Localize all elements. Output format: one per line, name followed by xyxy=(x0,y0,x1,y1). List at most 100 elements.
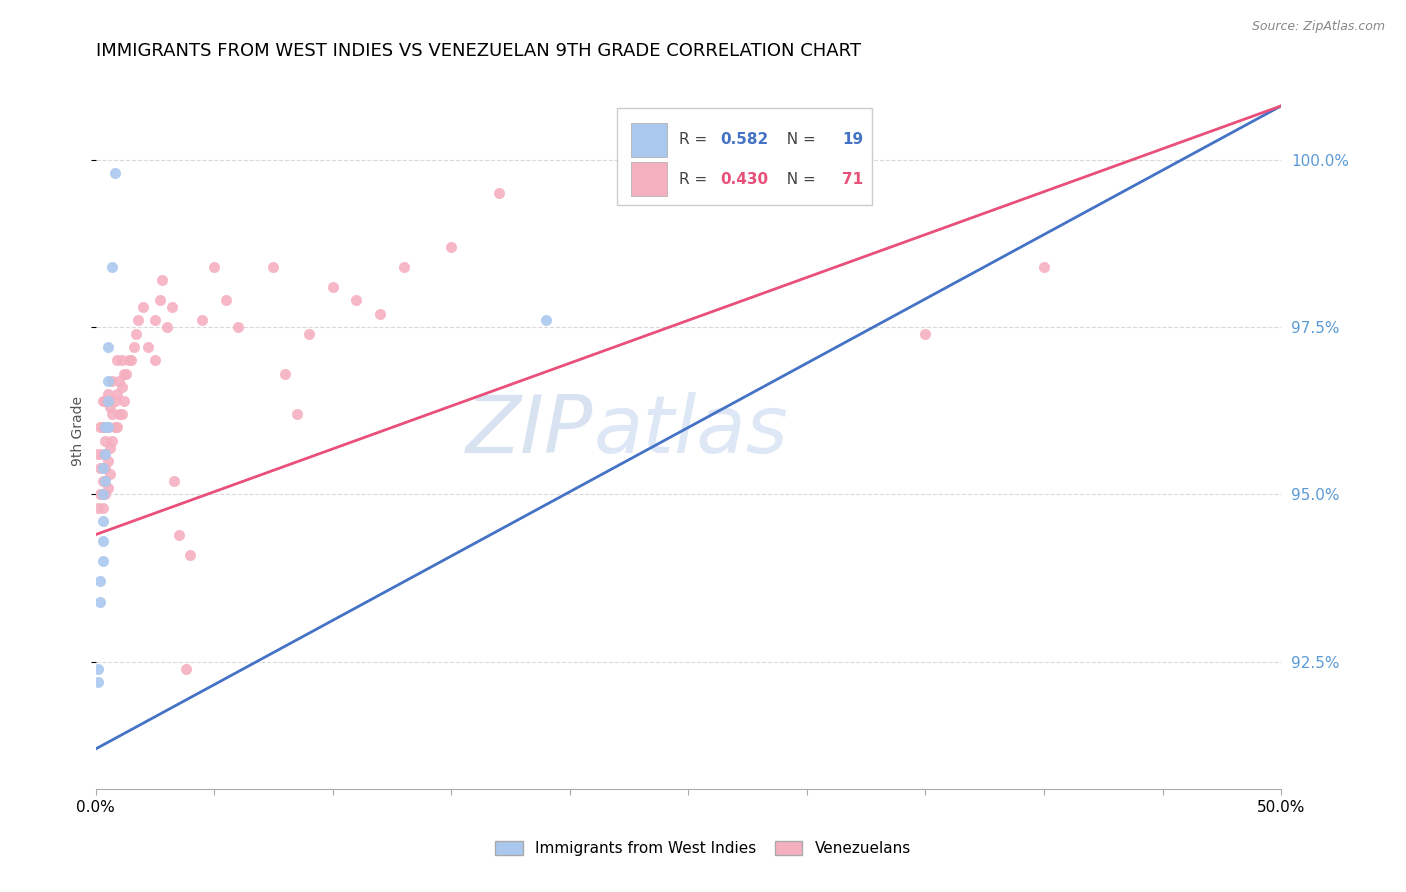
Point xyxy=(105,420,128,434)
Point xyxy=(108,407,131,421)
Text: 71: 71 xyxy=(842,172,863,186)
Point xyxy=(120,353,142,368)
Point xyxy=(346,293,368,308)
Point xyxy=(112,393,135,408)
Point xyxy=(89,487,111,501)
Point xyxy=(96,481,118,495)
Text: R =: R = xyxy=(679,172,711,186)
Point xyxy=(127,313,149,327)
Text: 0.430: 0.430 xyxy=(720,172,769,186)
Point xyxy=(136,340,159,354)
Point xyxy=(101,374,124,388)
Bar xyxy=(617,108,872,205)
Text: R =: R = xyxy=(679,132,711,147)
Point xyxy=(96,340,118,354)
Point xyxy=(122,340,145,354)
Text: 19: 19 xyxy=(842,132,863,147)
Point xyxy=(104,420,127,434)
Point xyxy=(322,279,344,293)
Point xyxy=(108,374,131,388)
Point xyxy=(94,420,117,434)
Point xyxy=(89,594,111,608)
Point xyxy=(89,574,111,589)
Point xyxy=(94,460,117,475)
Text: N =: N = xyxy=(778,172,821,186)
Point xyxy=(91,534,114,549)
Point xyxy=(115,367,138,381)
Point xyxy=(91,514,114,528)
Point xyxy=(179,548,201,562)
Point xyxy=(101,434,124,448)
Point xyxy=(87,447,110,461)
Point xyxy=(118,353,141,368)
Point xyxy=(163,474,186,488)
Point xyxy=(94,393,117,408)
Legend: Immigrants from West Indies, Venezuelans: Immigrants from West Indies, Venezuelans xyxy=(489,835,917,862)
Point xyxy=(143,313,166,327)
Point xyxy=(156,320,179,334)
Point xyxy=(87,500,110,515)
Point xyxy=(1033,260,1056,274)
Point xyxy=(274,367,297,381)
Point xyxy=(226,320,249,334)
Point xyxy=(101,260,124,274)
Point xyxy=(143,353,166,368)
Point xyxy=(263,260,285,274)
Point xyxy=(94,434,117,448)
Point xyxy=(202,260,225,274)
Point xyxy=(96,374,118,388)
Point xyxy=(87,662,110,676)
Point xyxy=(89,420,111,434)
Point xyxy=(105,387,128,401)
Point xyxy=(191,313,214,327)
Point xyxy=(89,460,111,475)
Bar xyxy=(631,162,666,196)
Point xyxy=(96,420,118,434)
Point xyxy=(96,387,118,401)
Point xyxy=(91,420,114,434)
Text: 0.582: 0.582 xyxy=(720,132,769,147)
Point xyxy=(440,239,463,253)
Point xyxy=(101,407,124,421)
Point xyxy=(215,293,238,308)
Point xyxy=(91,554,114,568)
Point xyxy=(125,326,148,341)
Point xyxy=(96,393,118,408)
Point xyxy=(91,500,114,515)
Point xyxy=(112,367,135,381)
Point xyxy=(98,467,121,482)
Text: ZIP: ZIP xyxy=(467,392,593,470)
Point xyxy=(91,393,114,408)
Text: atlas: atlas xyxy=(593,392,789,470)
Point xyxy=(91,487,114,501)
Point xyxy=(96,420,118,434)
Y-axis label: 9th Grade: 9th Grade xyxy=(72,396,86,466)
Point xyxy=(167,527,190,541)
Point xyxy=(105,353,128,368)
Point xyxy=(111,353,134,368)
Point xyxy=(132,300,155,314)
Point xyxy=(94,487,117,501)
Point xyxy=(149,293,172,308)
Point xyxy=(914,326,936,341)
Point xyxy=(98,401,121,415)
Text: N =: N = xyxy=(778,132,821,147)
Point xyxy=(91,460,114,475)
Point xyxy=(96,454,118,468)
Point xyxy=(94,447,117,461)
Point xyxy=(488,186,510,200)
Point xyxy=(94,420,117,434)
Point xyxy=(91,447,114,461)
Text: IMMIGRANTS FROM WEST INDIES VS VENEZUELAN 9TH GRADE CORRELATION CHART: IMMIGRANTS FROM WEST INDIES VS VENEZUELA… xyxy=(96,42,860,60)
Point xyxy=(534,313,557,327)
Point xyxy=(94,474,117,488)
Text: Source: ZipAtlas.com: Source: ZipAtlas.com xyxy=(1251,20,1385,33)
Point xyxy=(150,273,173,287)
Point xyxy=(111,407,134,421)
Point xyxy=(98,441,121,455)
Point xyxy=(368,307,391,321)
Point xyxy=(392,260,415,274)
Point xyxy=(104,166,127,180)
Point xyxy=(104,393,127,408)
Point xyxy=(91,474,114,488)
